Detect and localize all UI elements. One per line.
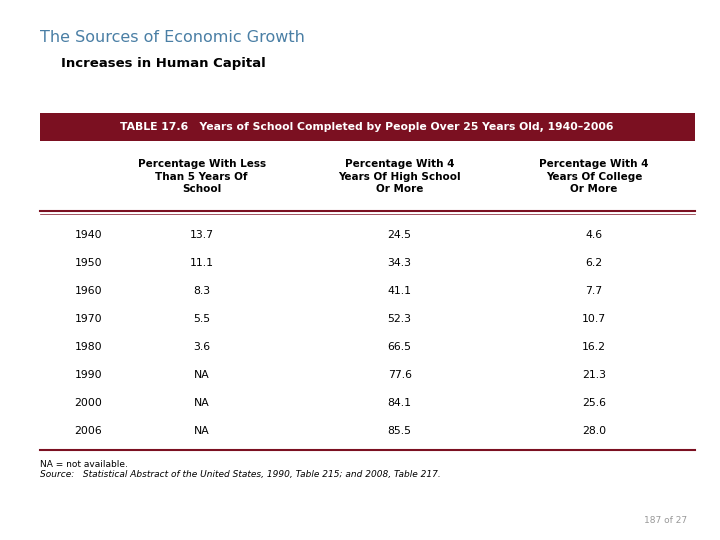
Text: TABLE 17.6   Years of School Completed by People Over 25 Years Old, 1940–2006: TABLE 17.6 Years of School Completed by … xyxy=(120,123,614,132)
Text: Increases in Human Capital: Increases in Human Capital xyxy=(61,57,266,70)
Text: Percentage With Less
Than 5 Years Of
School: Percentage With Less Than 5 Years Of Sch… xyxy=(138,159,266,194)
Text: 1970: 1970 xyxy=(75,314,102,325)
Text: 2006: 2006 xyxy=(75,427,102,436)
Text: NA: NA xyxy=(194,399,210,408)
Text: 13.7: 13.7 xyxy=(189,231,214,240)
Text: 187 of 27: 187 of 27 xyxy=(644,516,688,525)
Text: 41.1: 41.1 xyxy=(387,286,412,296)
Text: 5.5: 5.5 xyxy=(193,314,210,325)
Text: 24.5: 24.5 xyxy=(387,231,412,240)
Text: 10.7: 10.7 xyxy=(582,314,606,325)
Text: 1960: 1960 xyxy=(75,286,102,296)
Text: 2000: 2000 xyxy=(75,399,102,408)
Text: Source:   Statistical Abstract of the United States, 1990, Table 215; and 2008, : Source: Statistical Abstract of the Unit… xyxy=(40,470,441,480)
Text: 8.3: 8.3 xyxy=(193,286,210,296)
Text: 4.6: 4.6 xyxy=(585,231,603,240)
Text: 52.3: 52.3 xyxy=(387,314,412,325)
Text: 6.2: 6.2 xyxy=(585,259,603,268)
Text: 84.1: 84.1 xyxy=(387,399,412,408)
Text: 11.1: 11.1 xyxy=(189,259,214,268)
Text: NA: NA xyxy=(194,427,210,436)
Text: 1940: 1940 xyxy=(75,231,102,240)
Text: 7.7: 7.7 xyxy=(585,286,603,296)
Text: The Sources of Economic Growth: The Sources of Economic Growth xyxy=(40,30,305,45)
Text: NA: NA xyxy=(194,370,210,381)
Text: 1980: 1980 xyxy=(75,342,102,353)
Text: 1990: 1990 xyxy=(75,370,102,381)
Text: 16.2: 16.2 xyxy=(582,342,606,353)
Text: 85.5: 85.5 xyxy=(387,427,412,436)
Text: NA = not available.: NA = not available. xyxy=(40,460,127,469)
Text: Percentage With 4
Years Of High School
Or More: Percentage With 4 Years Of High School O… xyxy=(338,159,461,194)
Text: Percentage With 4
Years Of College
Or More: Percentage With 4 Years Of College Or Mo… xyxy=(539,159,649,194)
Text: 1950: 1950 xyxy=(75,259,102,268)
Text: 66.5: 66.5 xyxy=(387,342,412,353)
Text: 28.0: 28.0 xyxy=(582,427,606,436)
Text: 3.6: 3.6 xyxy=(193,342,210,353)
Text: 21.3: 21.3 xyxy=(582,370,606,381)
Text: 77.6: 77.6 xyxy=(387,370,412,381)
Text: 34.3: 34.3 xyxy=(387,259,412,268)
Text: 25.6: 25.6 xyxy=(582,399,606,408)
